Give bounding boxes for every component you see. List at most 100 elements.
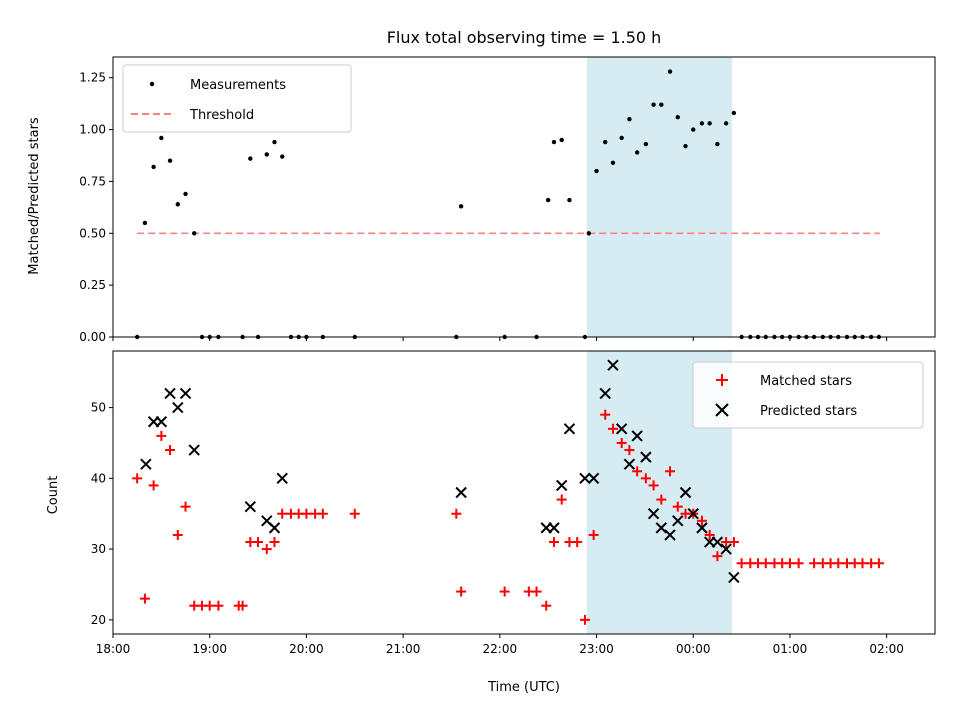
bottom-predicted-point — [672, 515, 684, 527]
top-measurement-point — [603, 139, 608, 145]
bottom-matched-point — [456, 586, 467, 597]
bottom-matched-point — [499, 586, 510, 597]
bottom-predicted-point — [647, 508, 660, 520]
bottom-predicted-point — [155, 416, 168, 428]
top-y-tick-label: 1.00 — [79, 123, 106, 137]
x-b — [720, 543, 732, 555]
bottom-matched-point — [556, 494, 567, 505]
top-measurement-point — [567, 197, 572, 203]
x-b — [615, 423, 628, 435]
x-b — [647, 508, 660, 520]
top-measurement-point — [545, 197, 551, 203]
x-b — [172, 401, 184, 414]
bottom-x-tick-label: 02:00 — [869, 642, 904, 656]
top-measurement-point — [659, 102, 664, 107]
bottom-matched-point — [148, 480, 159, 491]
bottom-predicted-point — [711, 536, 724, 548]
bottom-panel: 20 30 40 50 18:00 19:00 20:00 21:00 22:00 23:00 00… — [91, 350, 936, 656]
legend-marker-matched — [716, 374, 728, 386]
bottom-axes-frame — [112, 350, 936, 635]
bottom-matched-point — [172, 529, 183, 540]
bottom-predicted-point — [172, 401, 184, 414]
bottom-predicted-point — [563, 423, 576, 435]
bottom-predicted-point — [623, 458, 636, 470]
bottom-predicted-point — [607, 359, 619, 371]
top-measurement-point — [159, 135, 164, 141]
bottom-matched-point — [665, 466, 676, 477]
top-measurement-point — [151, 164, 156, 170]
bottom-y-tick-label: 50 — [91, 401, 106, 415]
x-b — [179, 387, 192, 400]
bottom-predicted-point — [164, 387, 176, 400]
legend-label-predicted: Predicted stars — [760, 404, 857, 419]
bottom-matched-point — [237, 600, 248, 611]
bottom-matched-point — [736, 558, 747, 569]
bottom-matched-point — [531, 586, 542, 597]
bottom-matched-point — [132, 473, 143, 484]
bottom-predicted-point — [664, 529, 676, 541]
top-measurement-point — [272, 139, 277, 145]
x-b — [244, 500, 257, 513]
top-legend: Measurements Threshold — [122, 64, 352, 133]
top-measurement-point — [586, 231, 591, 236]
top-measurement-point — [731, 110, 737, 116]
x-b — [188, 444, 200, 456]
bottom-predicted-point — [244, 500, 257, 513]
top-legend-box — [122, 64, 352, 133]
x-b — [623, 458, 636, 470]
x-b — [687, 508, 699, 520]
bottom-predicted-point — [615, 423, 628, 435]
top-measurement-point — [264, 152, 269, 157]
top-measurement-point — [715, 141, 720, 147]
bottom-x-tick-label: 00:00 — [676, 642, 711, 656]
x-b — [728, 571, 740, 584]
bottom-predicted-point — [548, 522, 560, 534]
bottom-predicted-point — [720, 543, 732, 555]
top-measurement-point — [280, 154, 285, 159]
bottom-matched-point — [624, 445, 635, 456]
bottom-matched-point — [572, 537, 583, 548]
top-shaded-region — [586, 57, 732, 337]
bottom-matched-point — [349, 508, 360, 519]
bottom-matched-point — [857, 558, 868, 569]
bottom-matched-point — [873, 558, 884, 569]
bottom-matched-point — [451, 508, 462, 519]
bottom-x-tick-label: 22:00 — [483, 642, 518, 656]
top-measurement-point — [183, 191, 188, 197]
top-measurement-point — [619, 135, 624, 141]
bottom-matched-point — [588, 529, 599, 540]
x-b — [268, 522, 281, 534]
x-b — [155, 416, 168, 428]
bottom-matched-point — [579, 614, 590, 625]
x-b — [140, 458, 152, 470]
top-measurement-point — [142, 220, 148, 226]
bottom-matched-point — [728, 537, 739, 548]
x-b — [679, 486, 692, 499]
x-b — [276, 472, 288, 485]
x-b — [672, 515, 684, 527]
bottom-matched-point — [809, 558, 820, 569]
top-measurement-point — [675, 114, 680, 120]
chart-title: Flux total observing time = 1.50 h — [387, 28, 662, 47]
top-measurement-point — [699, 121, 705, 126]
x-b — [164, 387, 176, 400]
x-axis-label: Time (UTC) — [487, 680, 560, 695]
x-b — [599, 387, 611, 400]
x-b — [261, 515, 273, 527]
top-y-tick-label: 0.75 — [79, 174, 106, 188]
bottom-matched-point — [253, 537, 264, 548]
bottom-matched-point — [793, 558, 804, 569]
bottom-predicted-point — [276, 472, 288, 485]
bottom-predicted-point — [679, 486, 692, 499]
bottom-predicted-point — [696, 522, 708, 534]
x-b — [655, 522, 668, 534]
bottom-predicted-point — [728, 571, 740, 584]
top-y-tick-label: 0.25 — [79, 278, 106, 292]
top-measurement-point — [651, 102, 656, 107]
bottom-y-axis-label: Count — [46, 476, 61, 515]
bottom-predicted-point — [579, 472, 591, 485]
bottom-legend: Matched stars Predicted stars — [692, 361, 924, 429]
x-b — [548, 522, 560, 534]
bottom-predicted-point — [268, 522, 281, 534]
